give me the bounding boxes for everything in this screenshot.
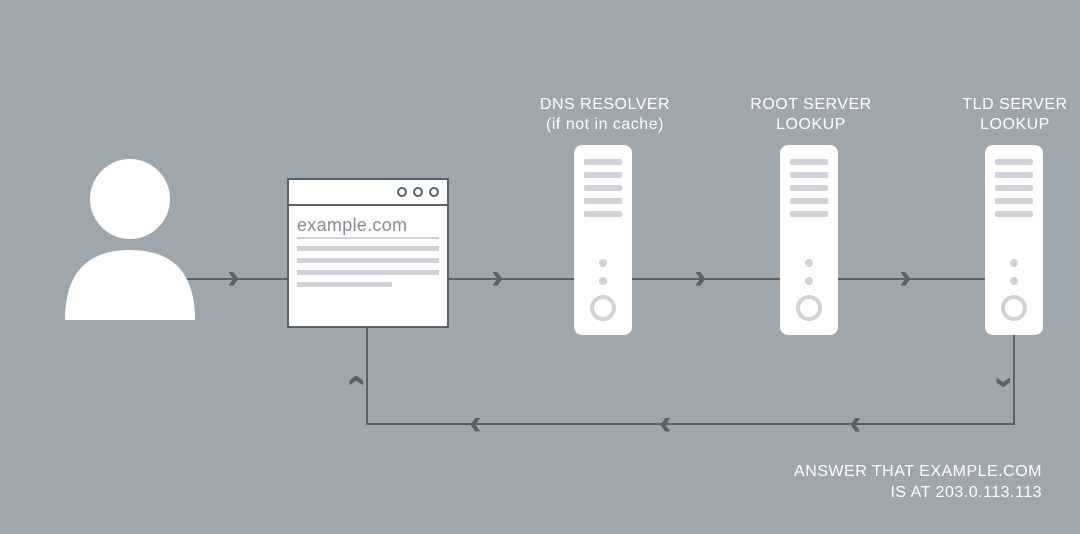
browser-window: example.com — [287, 178, 449, 328]
tld-server-label: TLD SERVER LOOKUP — [930, 95, 1080, 135]
root-server-label: ROOT SERVER LOOKUP — [726, 95, 896, 135]
tld-server-label-line2: LOOKUP — [930, 115, 1080, 135]
dns-resolver-label-line2: (if not in cache) — [520, 115, 690, 135]
root-server-label-line2: LOOKUP — [726, 115, 896, 135]
answer-text: ANSWER THAT EXAMPLE.COM IS AT 203.0.113.… — [794, 461, 1042, 504]
tld-server-icon — [985, 145, 1043, 335]
root-server-label-line1: ROOT SERVER — [726, 95, 896, 115]
dns-resolver-server-icon — [574, 145, 632, 335]
window-control-icon — [397, 187, 407, 197]
answer-line1: ANSWER THAT EXAMPLE.COM — [794, 461, 1042, 483]
browser-content-line — [297, 246, 439, 251]
browser-content-line — [297, 282, 392, 287]
root-server-icon — [780, 145, 838, 335]
browser-url-text: example.com — [297, 213, 439, 239]
dns-resolver-label-line1: DNS RESOLVER — [520, 95, 690, 115]
browser-content-line — [297, 258, 439, 263]
browser-titlebar — [289, 180, 447, 206]
browser-content-line — [297, 270, 439, 275]
tld-server-label-line1: TLD SERVER — [930, 95, 1080, 115]
dns-resolver-label: DNS RESOLVER (if not in cache) — [520, 95, 690, 135]
window-control-icon — [429, 187, 439, 197]
user-icon — [55, 155, 205, 320]
flow-line-return-up — [366, 328, 368, 425]
flow-line-return-horizontal — [366, 423, 1015, 425]
window-control-icon — [413, 187, 423, 197]
flow-line-return-down — [1013, 335, 1015, 424]
answer-line2: IS AT 203.0.113.113 — [794, 482, 1042, 504]
